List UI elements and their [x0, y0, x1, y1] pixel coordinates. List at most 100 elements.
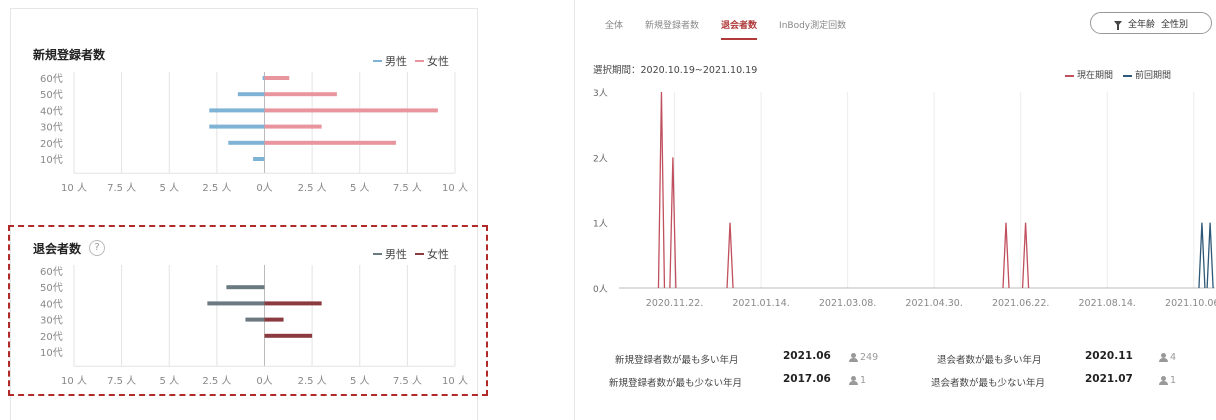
bar-female: [264, 140, 396, 145]
category-label: 10代: [40, 154, 63, 166]
y-tick-label: 2人: [593, 153, 608, 164]
tab-withdraw[interactable]: 退会者数: [721, 18, 758, 40]
legend-item-current: 現在期間: [1065, 68, 1113, 81]
category-label: 10代: [40, 347, 63, 359]
legend-label-previous: 前回期間: [1135, 71, 1172, 81]
x-tick-label: 7.5 人: [107, 182, 136, 194]
category-label: 50代: [40, 89, 63, 101]
bar-female: [264, 108, 438, 113]
legend-label-female: 女性: [427, 55, 449, 68]
stat-count: 1: [1159, 375, 1176, 386]
withdraw-legend: 男性 女性: [373, 246, 449, 262]
data-spike: [1206, 222, 1214, 289]
category-label: 40代: [40, 105, 63, 117]
new-reg-legend: 男性 女性: [373, 53, 449, 69]
left-panel: [10, 8, 478, 420]
category-label: 60代: [40, 73, 63, 85]
x-tick-label: 7.5 人: [107, 375, 136, 387]
stat-value: 2020.11: [1085, 350, 1133, 362]
bar-male: [245, 317, 265, 322]
x-tick-label: 10 人: [61, 375, 87, 387]
stat-row-most-new: 新規登録者数が最も多い年月: [615, 352, 739, 366]
bar-male: [209, 108, 265, 113]
legend-swatch-female: [415, 253, 424, 255]
tab-inbody[interactable]: InBody測定回数: [779, 21, 847, 31]
x-tick-label: 5 人: [350, 375, 370, 387]
person-icon: [849, 353, 858, 362]
y-tick-label: 0人: [593, 284, 608, 295]
legend-label-male: 男性: [385, 55, 407, 68]
stat-count-value: 249: [860, 352, 879, 363]
legend-item-male: 男性: [373, 246, 407, 262]
data-spike: [726, 222, 734, 289]
right-panel: 全体 新規登録者数 退会者数 InBody測定回数 全年齢 全性別 選択期間：2…: [574, 0, 1216, 420]
x-tick-label: 2021.03.08.: [819, 298, 876, 309]
stat-value: 2021.07: [1085, 373, 1133, 385]
withdraw-chart: 60代 50代 40代 30代 20代 10代 10 人 7.5 人 5 人 2.5 人 0人 2.5…: [40, 265, 468, 387]
data-spike: [1002, 222, 1010, 289]
stat-count: 4: [1159, 352, 1176, 363]
x-tick-label: 0人: [256, 182, 272, 194]
data-spike: [669, 157, 677, 289]
person-icon: [1159, 353, 1168, 362]
category-label: 30代: [40, 122, 63, 134]
bar-male: [237, 92, 265, 97]
person-icon: [1159, 376, 1168, 385]
x-tick-label: 2.5 人: [202, 182, 231, 194]
legend-item-previous: 前回期間: [1123, 68, 1171, 81]
legend-label-current: 現在期間: [1077, 71, 1114, 81]
bar-male: [253, 157, 265, 161]
category-label: 20代: [40, 138, 63, 150]
stat-count-value: 1: [860, 375, 867, 386]
filter-gender: 全性別: [1161, 19, 1189, 30]
x-tick-label: 2.5 人: [298, 182, 327, 194]
withdraw-title: 退会者数: [33, 242, 82, 256]
stat-row-least-withdraw: 退会者数が最も少ない年月: [931, 375, 1045, 389]
period-text: 選択期間：2020.10.19~2021.10.19: [593, 65, 758, 76]
stat-label: 新規登録者数が最も多い年月: [615, 355, 739, 366]
bar-female: [264, 301, 322, 306]
legend-swatch-previous: [1123, 74, 1133, 77]
new-reg-chart: 60代 50代 40代 30代 20代 10代 10 人 7.5 人 5 人 2.5 人 0人 2.5…: [40, 72, 468, 194]
x-tick-label: 10 人: [61, 182, 87, 194]
bar-male: [207, 301, 265, 306]
x-tick-label: 2021.01.14.: [732, 298, 789, 309]
stat-count-value: 4: [1170, 352, 1177, 363]
x-tick-label: 2021.06.22.: [992, 298, 1049, 309]
tab-bar: 全体 新規登録者数 退会者数 InBody測定回数: [605, 18, 846, 40]
stat-label: 退会者数が最も多い年月: [937, 355, 1042, 366]
category-label: 20代: [40, 331, 63, 343]
category-label: 30代: [40, 315, 63, 327]
stat-count-value: 1: [1170, 375, 1177, 386]
filter-button[interactable]: 全年齢 全性別: [1090, 12, 1212, 34]
stat-value: 2017.06: [783, 373, 831, 385]
x-tick-label: 2.5 人: [202, 375, 231, 387]
x-tick-label: 2.5 人: [298, 375, 327, 387]
tab-new-reg[interactable]: 新規登録者数: [645, 21, 700, 31]
new-reg-title: 新規登録者数: [33, 48, 106, 62]
x-tick-label: 7.5 人: [393, 182, 422, 194]
bar-female: [264, 92, 337, 97]
filter-icon: [1113, 20, 1122, 30]
category-label: 60代: [40, 266, 63, 278]
data-spike: [1198, 222, 1206, 289]
y-tick-label: 3人: [593, 88, 608, 99]
legend-item-female: 女性: [415, 246, 449, 262]
x-tick-label: 7.5 人: [393, 375, 422, 387]
legend-label-female: 女性: [427, 248, 449, 261]
x-tick-label: 5 人: [159, 182, 179, 194]
x-tick-label: 2021.04.30.: [905, 298, 962, 309]
stat-count: 249: [849, 352, 878, 363]
bar-female: [264, 333, 313, 338]
legend-item-male: 男性: [373, 53, 407, 69]
data-spike: [657, 91, 666, 289]
category-label: 40代: [40, 298, 63, 310]
x-tick-label: 2021.08.14.: [1079, 298, 1136, 309]
stat-row-least-new: 新規登録者数が最も少ない年月: [609, 375, 742, 389]
x-tick-label: 2021.10.06.: [1165, 298, 1216, 309]
tab-all[interactable]: 全体: [605, 21, 624, 31]
x-tick-label: 2020.11.22.: [646, 298, 703, 309]
help-icon[interactable]: ?: [89, 240, 105, 256]
stat-label: 退会者数が最も少ない年月: [931, 378, 1046, 389]
x-tick-label: 10 人: [442, 182, 468, 194]
